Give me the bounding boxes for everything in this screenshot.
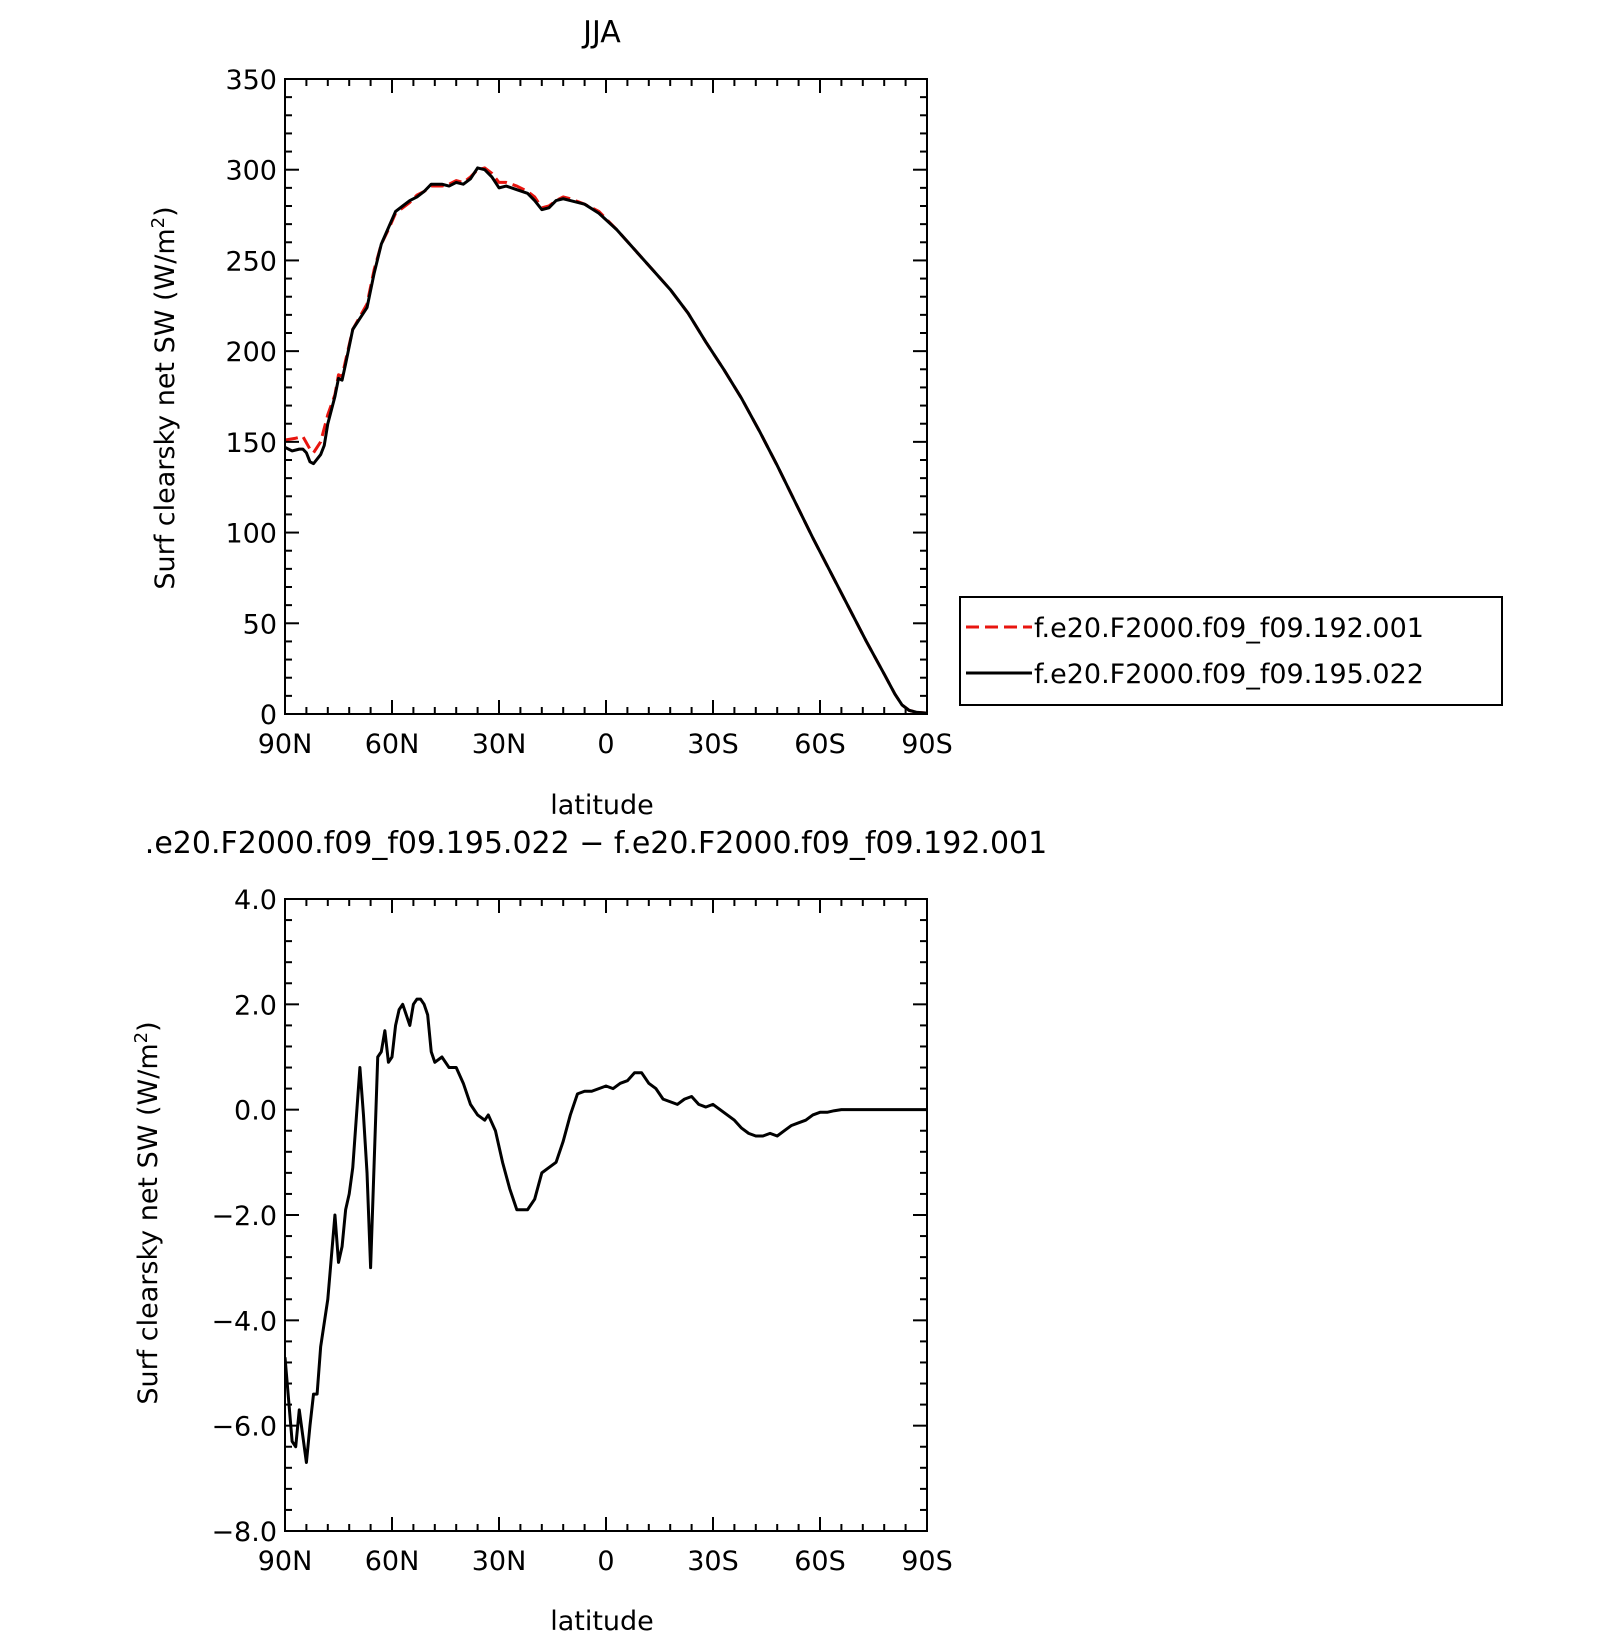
top-y-tick-label: 200 (225, 337, 277, 368)
bottom-x-tick-label: 30N (472, 1546, 527, 1577)
legend-box (959, 596, 1503, 706)
top-series-f-e20-F2000-f09-f09-195-022-line (285, 166, 927, 714)
legend: f.e20.F2000.f09_f09.192.001 f.e20.F2000.… (959, 596, 1503, 706)
bottom-y-tick-label: 0.0 (234, 1096, 277, 1127)
top-y-tick-label: 50 (243, 609, 277, 640)
top-plot-frame (284, 78, 928, 715)
top-y-axis-label-sup: 2 (148, 217, 169, 228)
legend-label-192-001: f.e20.F2000.f09_f09.192.001 (1034, 613, 1424, 644)
bottom-x-tick-label: 60N (365, 1546, 420, 1577)
bottom-panel: .e20.F2000.f09_f09.195.022 − f.e20.F2000… (131, 826, 1047, 1635)
bottom-y-tick-label: −2.0 (211, 1201, 277, 1232)
bottom-x-tick-label: 60S (794, 1546, 846, 1577)
svg-text:Surf clearsky net SW (W/m2): Surf clearsky net SW (W/m2) (148, 206, 181, 589)
top-series-f-e20-F2000-f09-f09-192-001-line (285, 166, 927, 714)
top-x-tick-label: 90N (258, 729, 313, 760)
bottom-x-tick-label: 90N (258, 1546, 313, 1577)
bottom-y-axis-label: Surf clearsky net SW (W/m2) (131, 1021, 164, 1404)
top-y-tick-label: 0 (260, 700, 277, 731)
top-y-tick-label: 250 (225, 246, 277, 277)
bottom-chart-title: .e20.F2000.f09_f09.195.022 − f.e20.F2000… (145, 826, 1047, 861)
bottom-x-tick-label: 90S (901, 1546, 953, 1577)
top-y-axis-label: Surf clearsky net SW (W/m2) (148, 206, 181, 589)
bottom-series-difference-line (285, 997, 927, 1465)
top-x-tick-label: 0 (597, 729, 614, 760)
top-x-tick-label: 30S (687, 729, 739, 760)
top-y-tick-label: 100 (225, 519, 277, 550)
top-x-axis-label: latitude (550, 790, 654, 821)
top-x-tick-label: 60S (794, 729, 846, 760)
top-panel: JJA Surf clearsky net SW (W/m2) latitude… (148, 15, 1503, 821)
bottom-x-axis-label: latitude (550, 1606, 654, 1635)
top-y-axis-label-text: Surf clearsky net SW (W/m (150, 228, 181, 589)
bottom-x-tick-label: 0 (597, 1546, 614, 1577)
top-x-tick-label: 60N (365, 729, 420, 760)
top-y-tick-label: 300 (225, 156, 277, 187)
bottom-y-tick-label: −6.0 (211, 1412, 277, 1443)
bottom-y-axis-label-sup: 2 (131, 1032, 152, 1043)
bottom-x-tick-label: 30S (687, 1546, 739, 1577)
bottom-y-tick-label: −4.0 (211, 1306, 277, 1337)
bottom-y-tick-label: 2.0 (234, 990, 277, 1021)
bottom-y-axis-label-text: Surf clearsky net SW (W/m (133, 1043, 164, 1404)
top-y-axis-label-end: ) (150, 206, 181, 217)
top-chart-title: JJA (581, 15, 621, 50)
top-x-tick-label: 30N (472, 729, 527, 760)
bottom-y-tick-label: 4.0 (234, 885, 277, 916)
top-y-tick-label: 350 (225, 65, 277, 96)
bottom-y-axis-label-end: ) (133, 1021, 164, 1032)
legend-label-195-022: f.e20.F2000.f09_f09.195.022 (1034, 659, 1424, 690)
top-x-tick-label: 90S (901, 729, 953, 760)
svg-text:Surf clearsky net SW (W/m2): Surf clearsky net SW (W/m2) (131, 1021, 164, 1404)
bottom-plot-frame (284, 898, 928, 1532)
bottom-y-tick-label: −8.0 (211, 1517, 277, 1548)
top-y-tick-label: 150 (225, 428, 277, 459)
